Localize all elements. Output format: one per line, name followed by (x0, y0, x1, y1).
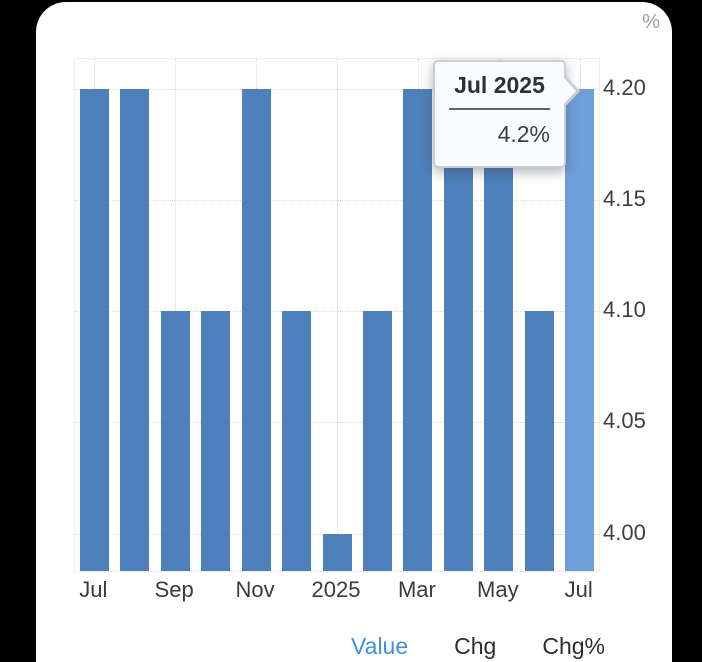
x-axis-labels: Jul Sep Nov 2025 Mar May Jul (36, 576, 672, 606)
tab-value[interactable]: Value (351, 633, 409, 659)
y-axis-tick-label: 4.20 (603, 74, 646, 100)
bar[interactable] (160, 311, 190, 571)
plot-area[interactable] (74, 58, 600, 572)
bar[interactable] (201, 311, 231, 571)
bar[interactable] (403, 88, 433, 571)
y-axis-tick-label: 4.05 (603, 408, 646, 434)
y-axis-tick-label: 4.00 (603, 519, 646, 545)
tooltip-value: 4.2% (497, 121, 550, 147)
x-axis-tick-label: Sep (154, 577, 194, 602)
bar[interactable] (484, 88, 514, 571)
bar[interactable] (362, 311, 392, 571)
bar[interactable] (282, 311, 312, 571)
bar[interactable] (79, 88, 109, 571)
y-axis-tick-label: 4.15 (603, 185, 646, 211)
x-axis-tick-label: Mar (397, 577, 436, 602)
tooltip: Jul 2025 4.2% (433, 60, 580, 168)
tooltip-title: Jul 2025 (454, 72, 545, 98)
bar[interactable] (524, 311, 554, 571)
x-axis-tick-label: Jul (564, 577, 593, 602)
bar[interactable] (443, 88, 473, 571)
tooltip-separator (449, 108, 550, 110)
x-axis-tick-label: Jul (79, 577, 108, 602)
bar-selected[interactable] (565, 88, 595, 571)
bar[interactable] (241, 88, 271, 571)
bar[interactable] (322, 533, 352, 571)
x-axis-tick-label: May (477, 577, 519, 602)
tooltip-arrow-fill (563, 77, 576, 105)
tab-chg-percent[interactable]: Chg% (542, 633, 605, 659)
x-axis-tick-label: 2025 (311, 577, 361, 602)
chart-card: % 4.00 4.05 4.10 4.15 4.20 Jul Sep Nov 2025 Mar M… (36, 2, 672, 662)
series-mode-tabs: Value Chg Chg% (36, 632, 672, 662)
x-gridline (337, 59, 338, 571)
y-axis-tick-label: 4.10 (603, 297, 646, 322)
x-axis-tick-label: Nov (235, 577, 275, 602)
tab-chg[interactable]: Chg (454, 633, 497, 659)
bar[interactable] (120, 88, 150, 571)
y-axis-unit-label: % (642, 11, 660, 33)
y-axis-labels: 4.00 4.05 4.10 4.15 4.20 (603, 2, 671, 662)
